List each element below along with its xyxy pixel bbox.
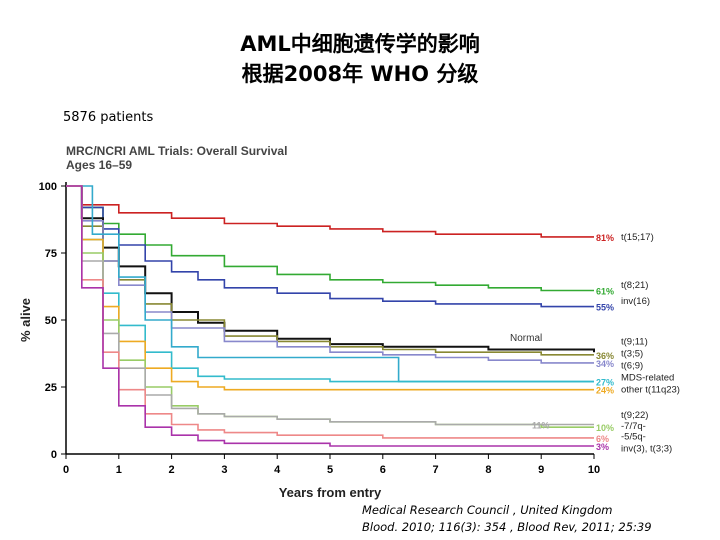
patient-count: 5876 patients: [63, 110, 154, 125]
y-tick-label: 25: [45, 382, 57, 394]
right-label: -7/7q-: [621, 421, 646, 432]
right-label: t(15;17): [621, 232, 654, 243]
curve-inv-16: [66, 185, 594, 308]
chart-right-labels: t(15;17) t(8;21) inv(16) t(9;11) t(3;5)t(6;9…: [621, 232, 680, 455]
chart-curves: [66, 185, 595, 447]
reference: Medical Research Council , United Kingdo…: [362, 502, 652, 536]
right-label: t(8;21): [621, 280, 648, 291]
right-label: inv(16): [621, 296, 650, 307]
end-label-t-9-11: 36%: [596, 351, 614, 361]
reference-line1: Medical Research Council , United Kingdo…: [362, 503, 613, 517]
right-label: -5/5q-: [621, 432, 646, 443]
slide-title-line2: 根据2008年 WHO 分级: [241, 62, 479, 86]
end-label-7-7q: 11%: [532, 421, 550, 431]
x-tick-label: 10: [588, 464, 600, 476]
slide-title-line1: AML中细胞遗传学的影响: [240, 32, 480, 56]
x-tick-label: 6: [380, 464, 386, 476]
right-label: t(9;11): [621, 336, 648, 347]
x-axis-label: Years from entry: [279, 485, 382, 500]
y-tick-label: 75: [45, 248, 57, 260]
end-label-t-8-21: 61%: [596, 287, 614, 297]
chart-subtitle: Ages 16–59: [66, 158, 132, 172]
y-tick-label: 0: [51, 449, 57, 461]
x-tick-label: 7: [433, 464, 439, 476]
end-label-t-9-22: 10%: [596, 423, 614, 433]
chart-title: MRC/NCRI AML Trials: Overall Survival: [66, 144, 287, 158]
end-label-inv-3-t-3-3: 3%: [596, 442, 609, 452]
end-label-inv-16: 55%: [596, 303, 614, 313]
end-label-t-3-5: 34%: [596, 359, 614, 369]
curve-t-8-21: [66, 185, 594, 292]
curve-t-6-9: [66, 185, 594, 383]
x-tick-label: 3: [221, 464, 227, 476]
curve-t-15-17: [66, 185, 594, 238]
right-label: t(9;22): [621, 410, 648, 421]
end-label-5-5q: 6%: [596, 434, 609, 444]
x-tick-label: 5: [327, 464, 333, 476]
right-label: MDS-related: [621, 373, 674, 384]
right-label: inv(3), t(3;3): [621, 444, 672, 455]
end-label-t-15-17: 81%: [596, 233, 614, 243]
x-tick-label: 4: [274, 464, 281, 476]
y-tick-label: 100: [39, 181, 57, 193]
normal-curve-label: Normal: [510, 333, 542, 344]
right-label: t(3;5): [621, 349, 643, 360]
right-label: other t(11q23): [621, 385, 680, 396]
x-tick-label: 9: [538, 464, 544, 476]
x-tick-label: 0: [63, 464, 69, 476]
chart-end-labels: 81% 61% 55% 36%34% 27%24% 10% 11% 6%3%: [532, 233, 614, 452]
reference-line2: Blood. 2010; 116(3): 354 , Blood Rev, 20…: [362, 520, 652, 534]
x-tick-label: 2: [169, 464, 175, 476]
y-tick-label: 50: [45, 315, 57, 327]
y-axis-label: % alive: [18, 298, 33, 342]
right-label: t(6;9): [621, 361, 643, 372]
end-label-mds-related: 27%: [596, 378, 614, 388]
end-label-other-t-11q23: 24%: [596, 386, 614, 396]
curve-inv-3-t-3-3: [66, 185, 594, 447]
x-tick-label: 1: [116, 464, 122, 476]
x-tick-label: 8: [485, 464, 491, 476]
curve-t-3-5: [66, 185, 594, 364]
